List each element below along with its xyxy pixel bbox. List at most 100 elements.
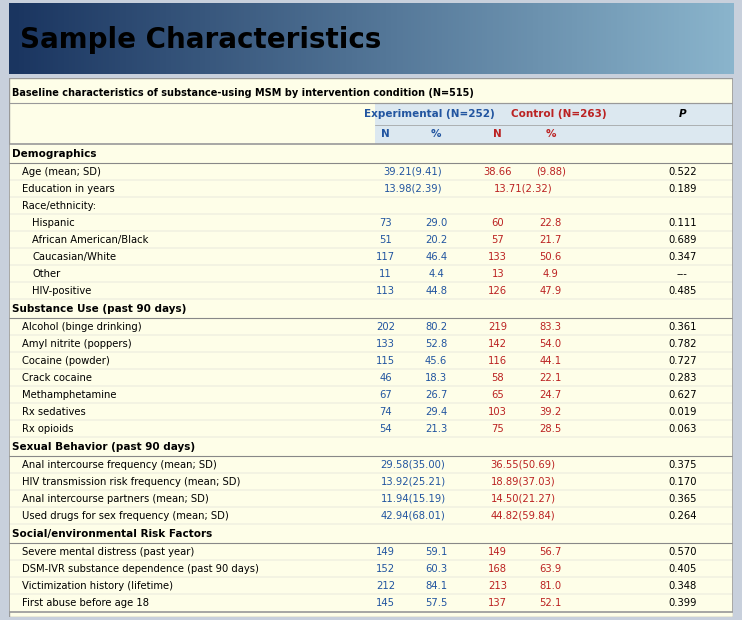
Text: Rx opioids: Rx opioids (22, 424, 73, 434)
Text: 18.3: 18.3 (425, 373, 447, 383)
Text: 51: 51 (379, 235, 392, 245)
Text: 44.82(59.84): 44.82(59.84) (490, 511, 556, 521)
Text: 60.3: 60.3 (425, 564, 447, 574)
Text: Rx sedatives: Rx sedatives (22, 407, 85, 417)
Text: 202: 202 (376, 322, 395, 332)
FancyBboxPatch shape (9, 197, 733, 214)
Text: %: % (431, 130, 441, 140)
FancyBboxPatch shape (9, 231, 733, 248)
FancyBboxPatch shape (9, 248, 733, 265)
Text: 81.0: 81.0 (539, 581, 562, 591)
Text: (9.88): (9.88) (536, 167, 565, 177)
Text: African American/Black: African American/Black (32, 235, 148, 245)
Text: 115: 115 (376, 356, 395, 366)
Text: 29.58(35.00): 29.58(35.00) (381, 460, 445, 470)
Text: 24.7: 24.7 (539, 390, 562, 400)
Text: Used drugs for sex frequency (mean; SD): Used drugs for sex frequency (mean; SD) (22, 511, 229, 521)
Text: 75: 75 (491, 424, 504, 434)
Text: 47.9: 47.9 (539, 286, 562, 296)
Text: 0.627: 0.627 (668, 390, 697, 400)
FancyBboxPatch shape (9, 370, 733, 386)
FancyBboxPatch shape (9, 595, 733, 611)
FancyBboxPatch shape (9, 437, 733, 456)
Text: 28.5: 28.5 (539, 424, 562, 434)
Text: Sample Characteristics: Sample Characteristics (20, 26, 381, 54)
Text: 0.365: 0.365 (668, 494, 697, 504)
Text: 44.8: 44.8 (425, 286, 447, 296)
Text: 39.21(9.41): 39.21(9.41) (384, 167, 442, 177)
FancyBboxPatch shape (9, 456, 733, 474)
Text: 117: 117 (376, 252, 395, 262)
Text: 67: 67 (379, 390, 392, 400)
Text: Substance Use (past 90 days): Substance Use (past 90 days) (12, 304, 186, 314)
Text: 142: 142 (488, 339, 508, 349)
FancyBboxPatch shape (9, 144, 733, 163)
Text: ---: --- (677, 268, 688, 279)
Text: Crack cocaine: Crack cocaine (22, 373, 92, 383)
Text: 58: 58 (491, 373, 504, 383)
Text: 0.405: 0.405 (669, 564, 697, 574)
Text: 52.1: 52.1 (539, 598, 562, 608)
Text: 0.264: 0.264 (668, 511, 697, 521)
Text: Caucasian/White: Caucasian/White (32, 252, 116, 262)
Text: 13: 13 (491, 268, 504, 279)
Text: Sexual Behavior (past 90 days): Sexual Behavior (past 90 days) (12, 442, 195, 452)
Text: 50.6: 50.6 (539, 252, 562, 262)
FancyBboxPatch shape (9, 544, 733, 560)
Text: 126: 126 (488, 286, 508, 296)
Text: 152: 152 (376, 564, 395, 574)
Text: Methamphetamine: Methamphetamine (22, 390, 116, 400)
Text: 113: 113 (376, 286, 395, 296)
FancyBboxPatch shape (9, 386, 733, 404)
Text: Baseline characteristics of substance-using MSM by intervention condition (N=515: Baseline characteristics of substance-us… (12, 87, 473, 98)
Text: 83.3: 83.3 (539, 322, 562, 332)
Text: 0.689: 0.689 (668, 235, 697, 245)
Text: 14.50(21.27): 14.50(21.27) (490, 494, 556, 504)
Text: 0.399: 0.399 (668, 598, 697, 608)
FancyBboxPatch shape (9, 318, 733, 335)
Text: 29.0: 29.0 (425, 218, 447, 228)
Text: Control (N=263): Control (N=263) (511, 108, 607, 118)
Text: N: N (493, 130, 502, 140)
Text: 42.94(68.01): 42.94(68.01) (381, 511, 445, 521)
Text: 219: 219 (488, 322, 508, 332)
Text: 57: 57 (491, 235, 504, 245)
FancyBboxPatch shape (375, 125, 733, 144)
Text: 0.170: 0.170 (668, 477, 697, 487)
Text: 13.92(25.21): 13.92(25.21) (381, 477, 445, 487)
Text: 149: 149 (376, 547, 395, 557)
Text: 116: 116 (488, 356, 508, 366)
Text: 38.66: 38.66 (484, 167, 512, 177)
Text: 29.4: 29.4 (425, 407, 447, 417)
Text: %: % (545, 130, 556, 140)
Text: 0.189: 0.189 (668, 184, 697, 193)
Text: 0.361: 0.361 (668, 322, 697, 332)
Text: 22.1: 22.1 (539, 373, 562, 383)
Text: 0.347: 0.347 (669, 252, 697, 262)
Text: Age (mean; SD): Age (mean; SD) (22, 167, 101, 177)
Text: 60: 60 (491, 218, 504, 228)
Text: 54.0: 54.0 (539, 339, 562, 349)
Text: Education in years: Education in years (22, 184, 115, 193)
Text: 45.6: 45.6 (425, 356, 447, 366)
Text: 213: 213 (488, 581, 508, 591)
Text: 0.348: 0.348 (669, 581, 697, 591)
Text: 0.570: 0.570 (668, 547, 697, 557)
FancyBboxPatch shape (375, 103, 733, 125)
Text: 103: 103 (488, 407, 508, 417)
Text: Experimental (N=252): Experimental (N=252) (364, 108, 494, 118)
Text: First abuse before age 18: First abuse before age 18 (22, 598, 149, 608)
Text: 0.111: 0.111 (668, 218, 697, 228)
Text: Severe mental distress (past year): Severe mental distress (past year) (22, 547, 194, 557)
Text: 46: 46 (379, 373, 392, 383)
Text: Alcohol (binge drinking): Alcohol (binge drinking) (22, 322, 142, 332)
Text: 21.3: 21.3 (425, 424, 447, 434)
FancyBboxPatch shape (9, 507, 733, 525)
Text: 149: 149 (488, 547, 508, 557)
Text: 18.89(37.03): 18.89(37.03) (490, 477, 556, 487)
Text: 36.55(50.69): 36.55(50.69) (490, 460, 556, 470)
Text: 0.485: 0.485 (669, 286, 697, 296)
Text: 52.8: 52.8 (425, 339, 447, 349)
Text: 26.7: 26.7 (425, 390, 447, 400)
Text: 22.8: 22.8 (539, 218, 562, 228)
